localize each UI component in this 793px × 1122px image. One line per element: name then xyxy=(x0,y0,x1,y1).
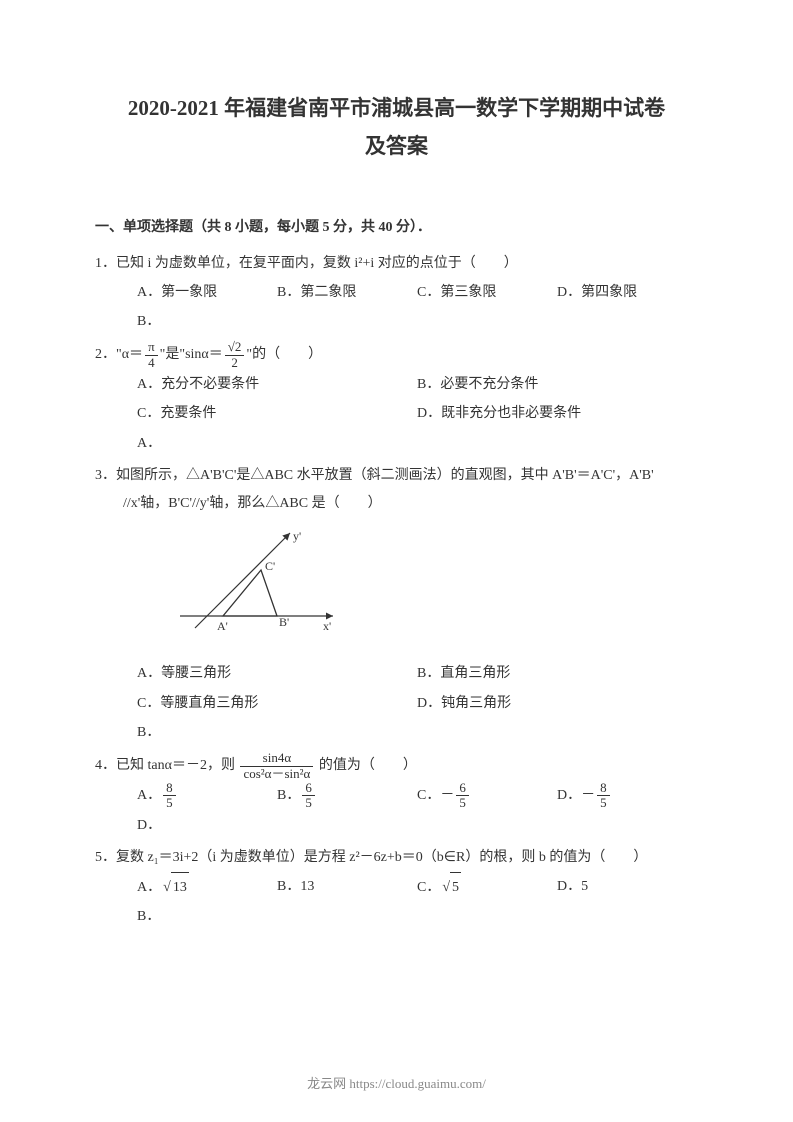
q4-a-pre: A． xyxy=(137,788,161,803)
q3-options-2: C．等腰直角三角形 D．钝角三角形 xyxy=(95,689,698,718)
q4-prefix: 4．已知 tanα＝－2，则 xyxy=(95,758,235,773)
q1-opt-c: C．第三象限 xyxy=(417,278,557,307)
q2-frac1: π4 xyxy=(145,340,158,370)
q4-c-pre: C．－ xyxy=(417,788,454,803)
q1-opt-b: B．第二象限 xyxy=(277,278,417,307)
q2-frac2: √22 xyxy=(225,340,245,370)
oblique-diagram-svg: y' x' A' B' C' xyxy=(175,528,340,638)
q2-options-1: A．充分不必要条件 B．必要不充分条件 xyxy=(95,370,698,399)
q2-text: 2．"α＝π4"是"sinα＝√22"的（ ） xyxy=(95,340,698,370)
q3-answer: B． xyxy=(95,718,698,747)
q2-eq2-lhs: sinα＝ xyxy=(185,347,223,362)
q4-opt-c: C．－65 xyxy=(417,781,557,811)
x-label: x' xyxy=(323,619,331,633)
q2-frac1-num: π xyxy=(145,340,158,355)
q4-a-frac: 85 xyxy=(163,781,176,811)
q4-b-num: 6 xyxy=(302,781,315,796)
q4-c-den: 5 xyxy=(456,796,469,810)
q2-opt-b: B．必要不充分条件 xyxy=(417,370,697,399)
title-line-2: 及答案 xyxy=(95,128,698,166)
q4-d-num: 8 xyxy=(597,781,610,796)
q3-text-1: 3．如图所示，△A'B'C'是△ABC 水平放置（斜二测画法）的直观图，其中 A… xyxy=(95,462,698,490)
q4-frac-num: sin4α xyxy=(240,751,313,766)
q2-mid: "是" xyxy=(160,347,185,362)
q4-opt-b: B．65 xyxy=(277,781,417,811)
q5-a-rad: 13 xyxy=(171,872,189,902)
q5-c-sqrt: 5 xyxy=(440,872,461,902)
q3-text-2: //x'轴，B'C'//y'轴，那么△ABC 是（ ） xyxy=(95,490,698,518)
question-4: 4．已知 tanα＝－2，则 sin4α cos²α－sin²α 的值为（ ） … xyxy=(95,751,698,840)
q4-text: 4．已知 tanα＝－2，则 sin4α cos²α－sin²α 的值为（ ） xyxy=(95,751,698,781)
q5-options: A． 13 B．13 C． 5 D．5 xyxy=(95,872,698,902)
q1-text: 1．已知 i 为虚数单位，在复平面内，复数 i²+i 对应的点位于（ ） xyxy=(95,250,698,278)
q5-a-pre: A． xyxy=(137,880,161,895)
c-label: C' xyxy=(265,559,275,573)
q4-opt-d: D．－85 xyxy=(557,781,697,811)
q4-a-den: 5 xyxy=(163,796,176,810)
q5-c-rad: 5 xyxy=(450,872,461,902)
q4-b-pre: B． xyxy=(277,788,300,803)
q2-suffix: "的（ ） xyxy=(246,347,322,362)
q1-opt-d: D．第四象限 xyxy=(557,278,697,307)
y-label: y' xyxy=(293,529,301,543)
q4-b-den: 5 xyxy=(302,796,315,810)
q2-frac1-den: 4 xyxy=(145,356,158,370)
q4-d-pre: D．－ xyxy=(557,788,595,803)
q2-frac2-num: √2 xyxy=(225,340,245,355)
q2-prefix: 2．" xyxy=(95,347,122,362)
q4-c-num: 6 xyxy=(456,781,469,796)
question-3: 3．如图所示，△A'B'C'是△ABC 水平放置（斜二测画法）的直观图，其中 A… xyxy=(95,462,698,747)
q2-options-2: C．充要条件 D．既非充分也非必要条件 xyxy=(95,399,698,428)
q5-a-sqrt: 13 xyxy=(161,872,189,902)
q5-opt-a: A． 13 xyxy=(137,872,277,902)
question-2: 2．"α＝π4"是"sinα＝√22"的（ ） A．充分不必要条件 B．必要不充… xyxy=(95,340,698,458)
question-5: 5．复数 z₁＝3i+2（i 为虚数单位）是方程 z²－6z+b＝0（b∈R）的… xyxy=(95,844,698,932)
title-line-1: 2020-2021 年福建省南平市浦城县高一数学下学期期中试卷 xyxy=(95,90,698,128)
q3-opt-c: C．等腰直角三角形 xyxy=(137,689,417,718)
q4-options: A．85 B．65 C．－65 D．－85 xyxy=(95,781,698,811)
q3-opt-a: A．等腰三角形 xyxy=(137,659,417,688)
q3-opt-d: D．钝角三角形 xyxy=(417,689,697,718)
q5-text: 5．复数 z₁＝3i+2（i 为虚数单位）是方程 z²－6z+b＝0（b∈R）的… xyxy=(95,844,698,872)
q5-opt-c: C． 5 xyxy=(417,872,557,902)
q1-answer: B． xyxy=(95,307,698,336)
q2-answer: A． xyxy=(95,429,698,458)
q4-main-frac: sin4α cos²α－sin²α xyxy=(240,751,313,781)
q3-options-1: A．等腰三角形 B．直角三角形 xyxy=(95,659,698,688)
q5-opt-d: D．5 xyxy=(557,872,697,902)
q4-d-den: 5 xyxy=(597,796,610,810)
a-label: A' xyxy=(217,619,228,633)
q4-opt-a: A．85 xyxy=(137,781,277,811)
b-label: B' xyxy=(279,615,289,629)
q5-answer: B． xyxy=(95,902,698,931)
q4-c-frac: 65 xyxy=(456,781,469,811)
q4-frac-den: cos²α－sin²α xyxy=(240,767,313,781)
q2-opt-d: D．既非充分也非必要条件 xyxy=(417,399,697,428)
q2-opt-a: A．充分不必要条件 xyxy=(137,370,417,399)
q3-diagram: y' x' A' B' C' xyxy=(175,528,698,649)
q5-c-pre: C． xyxy=(417,880,440,895)
q1-opt-a: A．第一象限 xyxy=(137,278,277,307)
q4-b-frac: 65 xyxy=(302,781,315,811)
question-1: 1．已知 i 为虚数单位，在复平面内，复数 i²+i 对应的点位于（ ） A．第… xyxy=(95,250,698,337)
page-footer: 龙云网 https://cloud.guaimu.com/ xyxy=(0,1073,793,1092)
q4-answer: D． xyxy=(95,811,698,840)
section-1-heading: 一、单项选择题（共 8 小题，每小题 5 分，共 40 分）． xyxy=(95,216,698,236)
q2-eq1-lhs: α＝ xyxy=(122,347,143,362)
q4-d-frac: 85 xyxy=(597,781,610,811)
q4-a-num: 8 xyxy=(163,781,176,796)
q1-options: A．第一象限 B．第二象限 C．第三象限 D．第四象限 xyxy=(95,278,698,307)
q2-opt-c: C．充要条件 xyxy=(137,399,417,428)
q5-opt-b: B．13 xyxy=(277,872,417,902)
q3-opt-b: B．直角三角形 xyxy=(417,659,697,688)
triangle xyxy=(223,570,277,616)
exam-title: 2020-2021 年福建省南平市浦城县高一数学下学期期中试卷 及答案 xyxy=(95,90,698,166)
q2-frac2-den: 2 xyxy=(225,356,245,370)
q4-suffix: 的值为（ ） xyxy=(319,758,417,773)
